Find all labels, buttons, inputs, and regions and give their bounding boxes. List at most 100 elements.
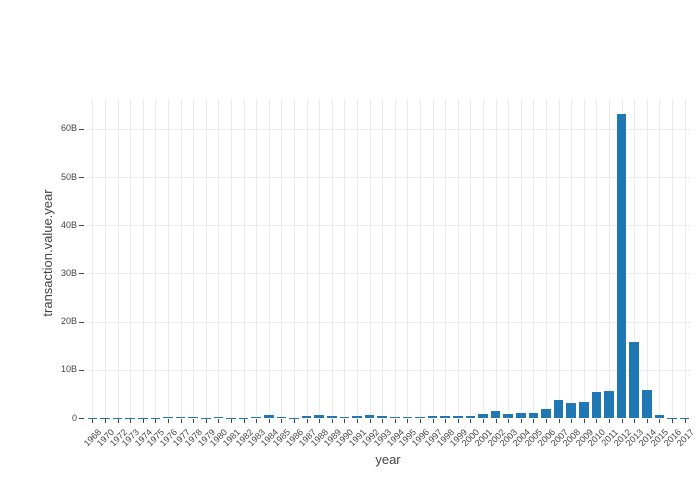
x-tick-mark-2009 [583,419,585,423]
gridline-vertical-1973 [130,99,132,418]
x-tick-mark-1977 [180,419,182,423]
bar-1987[interactable] [301,415,312,418]
gridline-vertical-2002 [495,99,497,418]
bar-2012[interactable] [616,114,627,418]
gridline-vertical-1989 [331,99,333,418]
bar-1980[interactable] [213,417,224,418]
gridline-vertical-1970 [104,99,106,418]
gridline-vertical-2015 [659,99,661,418]
gridline-vertical-2016 [672,99,674,418]
bar-1995[interactable] [402,416,413,418]
bar-1997[interactable] [427,415,438,418]
gridline-vertical-1975 [155,99,157,418]
gridline-vertical-2009 [583,99,585,418]
x-tick-mark-1975 [155,419,157,423]
bar-1991[interactable] [352,415,362,418]
bar-2015[interactable] [654,414,665,418]
bar-2011[interactable] [604,391,614,418]
y-tick-label-50B: 50B [60,171,77,182]
gridline-vertical-1995 [407,99,409,418]
bar-2003[interactable] [503,414,514,418]
x-tick-mark-1972 [117,419,119,423]
bar-1976[interactable] [163,417,173,418]
bar-1999[interactable] [453,415,463,418]
bar-1992[interactable] [364,415,375,418]
x-tick-mark-1990 [344,419,346,423]
gridline-vertical-2005 [533,99,535,418]
bar-2005[interactable] [528,413,539,418]
gridline-vertical-2000 [470,99,472,418]
gridline-vertical-1977 [180,99,182,418]
y-tick-mark-60B [79,128,84,130]
gridline-horizontal-60B [86,128,691,130]
bar-2002[interactable] [490,411,501,418]
bar-2014[interactable] [642,390,652,418]
gridline-vertical-2001 [483,99,485,418]
bar-1996[interactable] [415,417,425,418]
gridline-vertical-2004 [520,99,522,418]
y-tick-mark-50B [79,177,84,179]
bar-2000[interactable] [465,416,476,418]
y-tick-mark-0 [79,418,84,419]
gridline-horizontal-20B [86,321,691,323]
bar-1978[interactable] [188,417,198,418]
x-tick-mark-2011 [609,419,611,423]
gridline-vertical-1993 [382,99,384,418]
x-tick-mark-1988 [319,419,321,423]
gridline-vertical-1974 [142,99,144,418]
x-tick-mark-2007 [558,419,560,423]
gridline-vertical-1968 [92,99,94,418]
x-tick-mark-2008 [571,419,573,423]
bar-1993[interactable] [377,415,387,418]
bar-1998[interactable] [440,416,450,418]
bar-2013[interactable] [629,342,640,418]
x-tick-mark-1999 [457,419,459,423]
gridline-vertical-1979 [205,99,207,418]
x-tick-mark-2013 [634,419,636,423]
x-tick-mark-2005 [533,419,535,423]
bar-1994[interactable] [390,417,400,418]
x-tick-mark-1987 [306,419,308,423]
gridline-horizontal-40B [86,225,691,227]
bar-2001[interactable] [478,414,488,418]
bar-1990[interactable] [339,416,350,418]
bar-2004[interactable] [516,413,526,418]
bar-1988[interactable] [314,415,324,418]
gridline-vertical-2017 [684,99,686,418]
bar-2010[interactable] [591,391,602,418]
x-tick-mark-2002 [495,419,497,423]
x-tick-mark-1970 [104,419,106,423]
y-tick-label-60B: 60B [60,123,77,134]
bar-1989[interactable] [326,415,337,418]
bar-1977[interactable] [175,417,186,418]
bar-2006[interactable] [541,408,551,418]
x-tick-mark-2014 [646,419,648,423]
bar-2009[interactable] [579,401,589,418]
gridline-vertical-2011 [609,99,611,418]
x-tick-mark-1989 [331,419,333,423]
gridline-vertical-1986 [293,99,295,418]
y-tick-label-10B: 10B [60,364,77,375]
gridline-vertical-2008 [571,99,573,418]
gridline-vertical-1998 [445,99,447,418]
bar-2008[interactable] [566,403,577,418]
x-tick-mark-1995 [407,419,409,423]
gridline-horizontal-10B [86,369,691,371]
gridline-vertical-1972 [117,99,119,418]
gridline-horizontal-30B [86,273,691,275]
bar-1983[interactable] [251,416,261,418]
y-tick-label-0: 0 [71,412,77,423]
x-tick-mark-1985 [281,419,283,423]
x-tick-mark-1994 [394,419,396,423]
bar-2007[interactable] [553,399,564,418]
y-tick-mark-20B [79,321,84,323]
gridline-vertical-2013 [634,99,636,418]
gridline-vertical-1992 [369,99,371,418]
gridline-vertical-1988 [319,99,321,418]
y-tick-label-20B: 20B [60,316,77,327]
x-tick-mark-1983 [256,419,258,423]
bar-1984[interactable] [263,415,274,418]
gridline-vertical-2003 [508,99,510,418]
bar-1985[interactable] [276,416,287,418]
